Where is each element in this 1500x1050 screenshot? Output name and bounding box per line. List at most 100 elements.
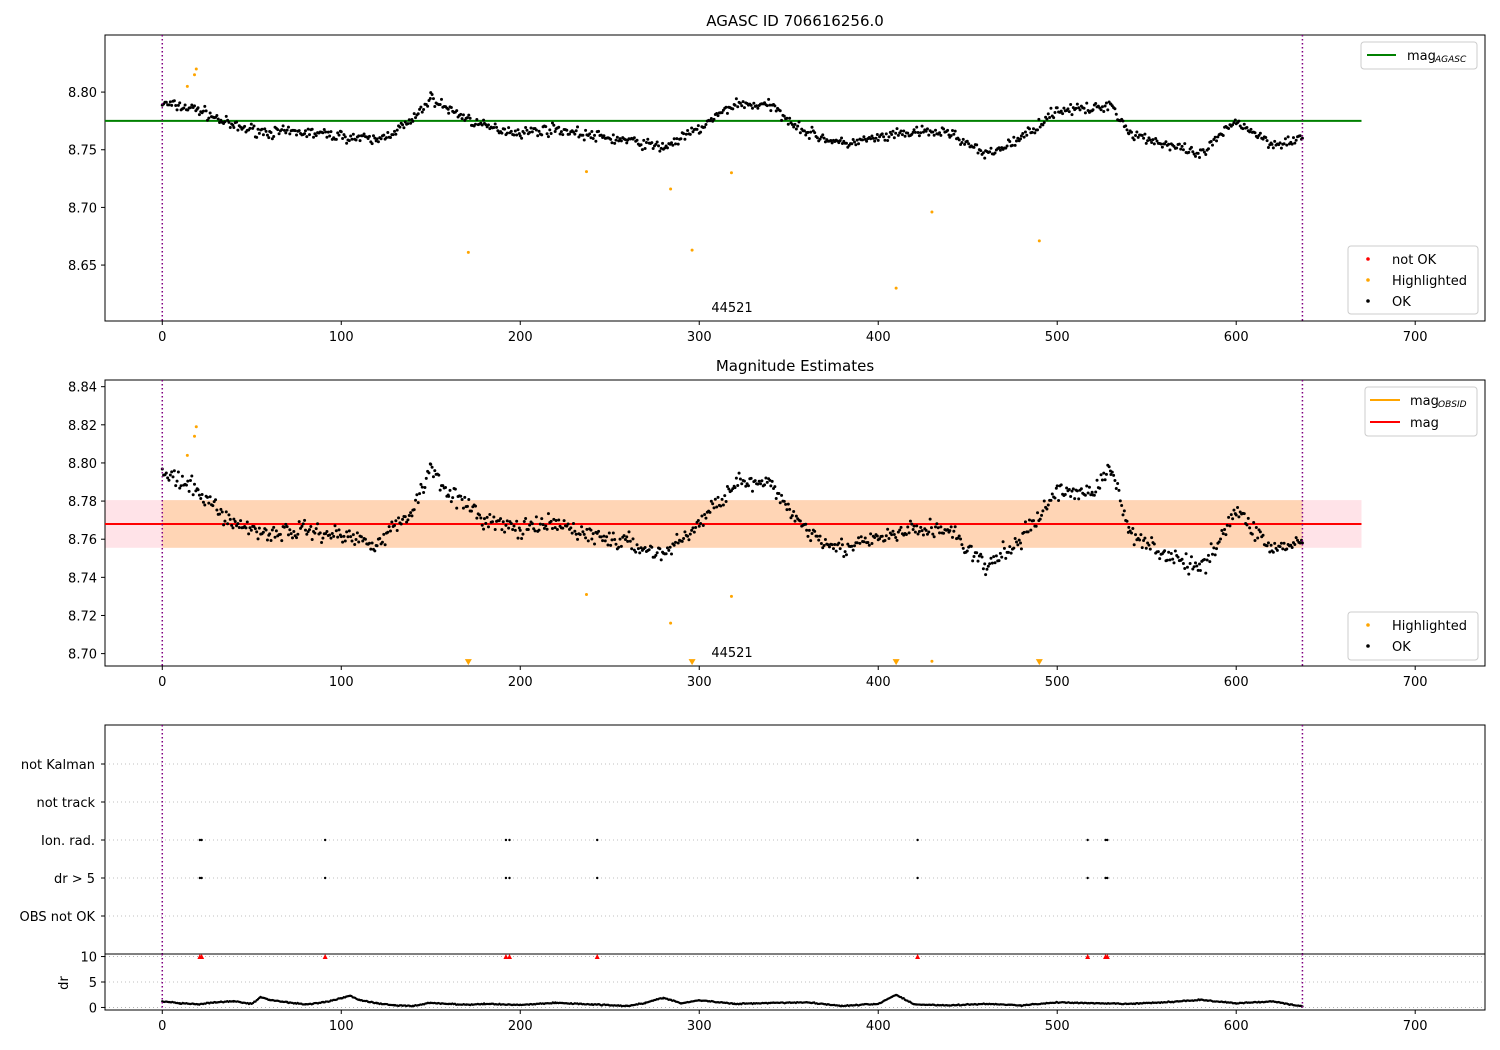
ok-point	[419, 105, 423, 109]
ok-point	[1006, 550, 1010, 554]
ok-point	[339, 535, 343, 539]
ok-point	[1258, 131, 1262, 135]
ok-point	[646, 137, 650, 141]
ok-point	[1232, 120, 1236, 124]
ok-point	[953, 525, 957, 529]
ok-point	[1231, 517, 1235, 521]
ok-point	[886, 527, 890, 531]
ok-point	[416, 112, 420, 116]
ok-point	[1144, 141, 1148, 145]
ok-point	[488, 512, 492, 516]
flag-point	[916, 838, 919, 842]
ok-point	[249, 528, 253, 532]
ok-point	[1248, 526, 1252, 530]
ok-point	[931, 532, 935, 536]
ok-point	[249, 122, 253, 126]
ok-point	[674, 540, 678, 544]
ok-point	[336, 535, 340, 539]
x-tick-label: 0	[158, 330, 166, 345]
ok-point	[1094, 490, 1098, 494]
ok-point	[588, 132, 592, 136]
ok-point	[232, 517, 236, 521]
ok-point	[1150, 140, 1154, 144]
ok-point	[742, 479, 746, 483]
ok-point	[362, 132, 366, 136]
legend-label: OK	[1392, 640, 1411, 655]
ok-point	[696, 124, 700, 128]
ok-point	[267, 136, 271, 140]
ok-point	[953, 129, 957, 133]
ok-point	[515, 519, 519, 523]
ok-point	[725, 484, 729, 488]
ok-point	[301, 522, 305, 526]
ok-point	[411, 119, 415, 123]
y-tick-label: 8.74	[68, 571, 97, 586]
ok-point	[370, 142, 374, 146]
ok-point	[788, 116, 792, 120]
ok-point	[197, 113, 201, 117]
ok-point	[1163, 142, 1167, 146]
ok-point	[929, 526, 933, 530]
ok-point	[920, 529, 924, 533]
ok-point	[869, 532, 873, 536]
ok-point	[1150, 536, 1154, 540]
ok-point	[431, 97, 435, 101]
ok-point	[281, 124, 285, 128]
ok-point	[228, 517, 232, 521]
ok-point	[985, 567, 989, 571]
ok-point	[911, 527, 915, 531]
ok-point	[1202, 557, 1206, 561]
ok-point	[1113, 479, 1117, 483]
ok-point	[475, 516, 479, 520]
ok-point	[1032, 127, 1036, 131]
ok-point	[474, 504, 478, 508]
ok-point	[1269, 543, 1273, 547]
ok-point	[875, 534, 879, 538]
ok-point	[422, 108, 426, 112]
ok-point	[1293, 141, 1297, 145]
ok-point	[1189, 555, 1193, 559]
ok-point	[164, 100, 168, 104]
ok-point	[727, 487, 731, 491]
ok-point	[455, 109, 459, 113]
ok-point	[383, 543, 387, 547]
ok-point	[1180, 557, 1184, 561]
ok-point	[546, 135, 550, 139]
ok-point	[813, 529, 817, 533]
ok-point	[704, 516, 708, 520]
ok-point	[1271, 550, 1275, 554]
flag-point	[596, 838, 599, 842]
ok-point	[708, 510, 712, 514]
ok-point	[804, 133, 808, 137]
ok-point	[528, 130, 532, 134]
ok-point	[1175, 146, 1179, 150]
ok-point	[639, 546, 643, 550]
ok-point	[1089, 493, 1093, 497]
ok-point	[749, 476, 753, 480]
ok-point	[638, 551, 642, 555]
ok-point	[782, 499, 786, 503]
ok-point	[507, 126, 511, 130]
ok-point	[399, 522, 403, 526]
ok-point	[516, 536, 520, 540]
ok-point	[447, 111, 451, 115]
ok-point	[857, 142, 861, 146]
ok-point	[630, 547, 634, 551]
ok-point	[1228, 524, 1232, 528]
ok-point	[916, 532, 920, 536]
ok-point	[468, 116, 472, 120]
y-tick-label: 8.80	[68, 457, 97, 472]
ok-point	[919, 131, 923, 135]
ok-point	[521, 532, 525, 536]
ok-point	[720, 497, 724, 501]
ok-point	[493, 122, 497, 126]
ok-point	[516, 128, 520, 132]
ok-point	[512, 133, 516, 137]
ok-point	[426, 104, 430, 108]
ok-point	[1140, 134, 1144, 138]
ok-point	[798, 519, 802, 523]
ok-point	[1092, 493, 1096, 497]
ok-point	[303, 528, 307, 532]
ok-point	[1125, 519, 1129, 523]
dr-outlier-marker	[503, 954, 509, 960]
